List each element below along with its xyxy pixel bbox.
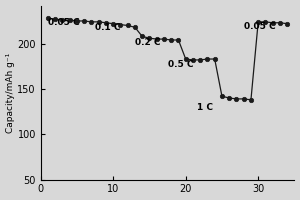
Text: 1 C: 1 C bbox=[196, 103, 213, 112]
Y-axis label: Capacity/mAh g⁻¹: Capacity/mAh g⁻¹ bbox=[6, 52, 15, 133]
Text: 0.5 C: 0.5 C bbox=[168, 60, 193, 69]
Text: 0.05 C: 0.05 C bbox=[244, 22, 275, 31]
Text: 0.05 C: 0.05 C bbox=[48, 18, 80, 27]
Text: 0.1 C: 0.1 C bbox=[95, 23, 121, 32]
Text: 0.2 C: 0.2 C bbox=[135, 38, 160, 47]
